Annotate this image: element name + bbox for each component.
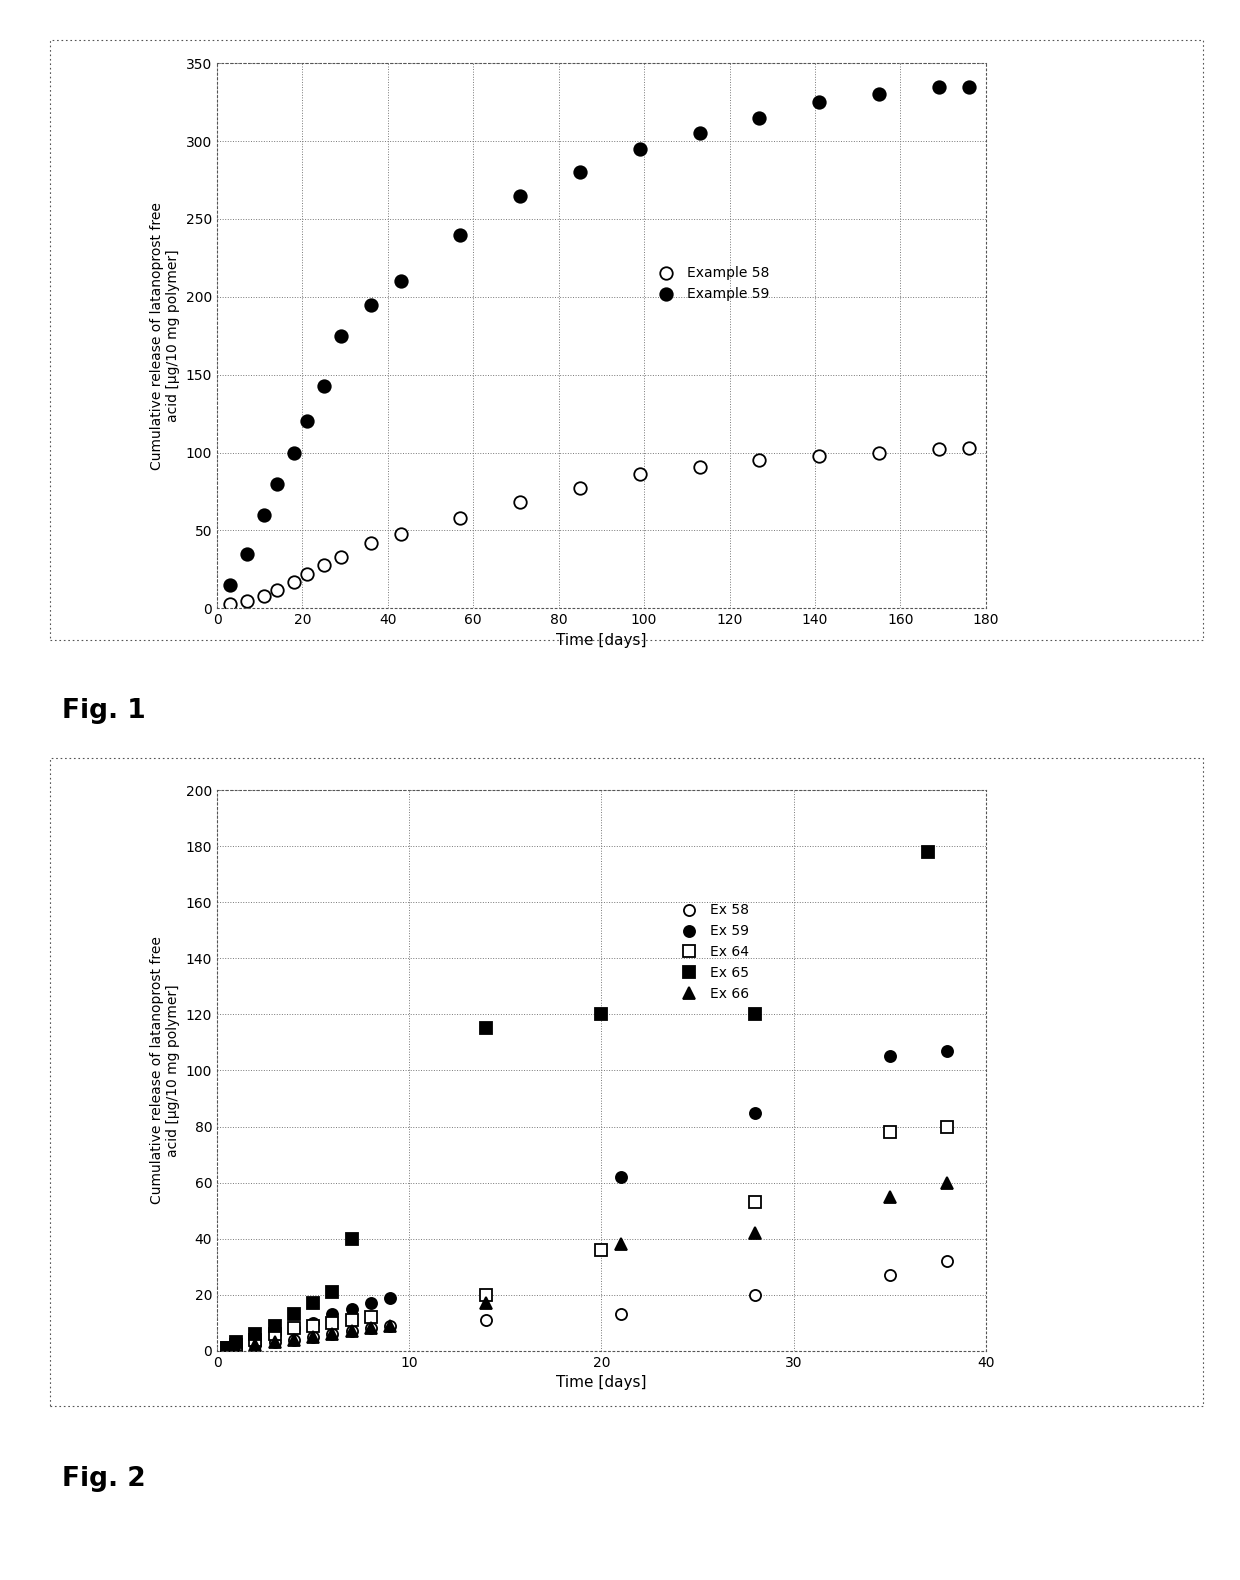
Text: Fig. 1: Fig. 1 <box>62 698 146 724</box>
Text: Fig. 2: Fig. 2 <box>62 1466 145 1492</box>
Legend: Ex 58, Ex 59, Ex 64, Ex 65, Ex 66: Ex 58, Ex 59, Ex 64, Ex 65, Ex 66 <box>670 897 755 1006</box>
Legend: Example 58, Example 59: Example 58, Example 59 <box>647 261 775 307</box>
Y-axis label: Cumulative release of latanoprost free
acid [µg/10 mg polymer]: Cumulative release of latanoprost free a… <box>150 937 180 1204</box>
Y-axis label: Cumulative release of latanoprost free
acid [µg/10 mg polymer]: Cumulative release of latanoprost free a… <box>150 202 180 469</box>
X-axis label: Time [days]: Time [days] <box>557 632 646 648</box>
X-axis label: Time [days]: Time [days] <box>557 1375 646 1390</box>
